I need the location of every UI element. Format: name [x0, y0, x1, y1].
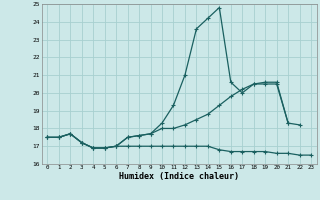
X-axis label: Humidex (Indice chaleur): Humidex (Indice chaleur): [119, 172, 239, 181]
